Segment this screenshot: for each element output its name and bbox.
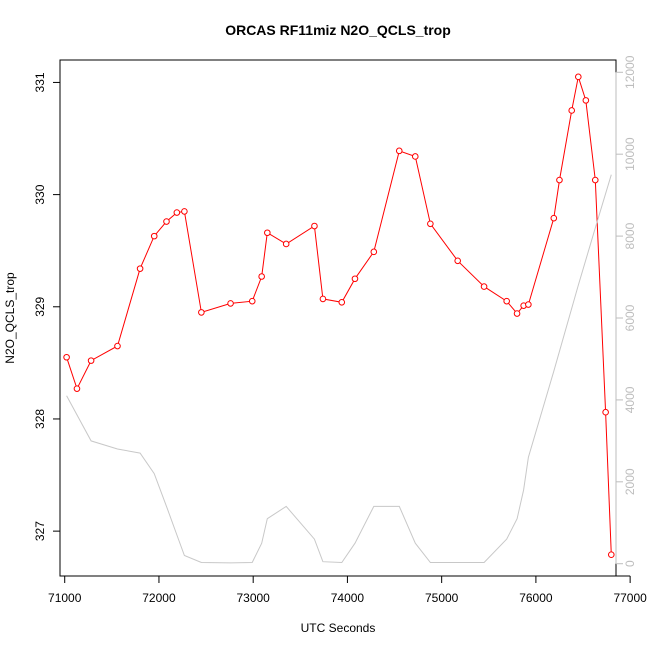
series-0-point [63, 353, 70, 361]
series-0-point [525, 301, 532, 308]
series-0-point [550, 214, 558, 222]
series-0-point [395, 147, 403, 155]
series-0-point [114, 342, 121, 350]
series-0-point [264, 229, 271, 237]
series-0-point [282, 240, 290, 248]
x-tick-label: 74000 [331, 591, 365, 605]
series-0-line [66, 76, 612, 555]
x-tick-label: 71000 [48, 591, 82, 605]
y-tick-label: 327 [33, 521, 47, 541]
series-0-point [311, 222, 318, 230]
x-axis-label: UTC Seconds [301, 621, 376, 635]
series-0-point [173, 209, 181, 216]
series-0-point [427, 220, 434, 228]
plot-frame [59, 59, 617, 577]
series-0-point [575, 73, 582, 81]
series-0-point [454, 257, 461, 265]
series-0-point [319, 295, 327, 303]
y-tick-label: 330 [33, 184, 47, 204]
x-tick-label: 76000 [519, 591, 553, 605]
y2-tick-label: 12000 [623, 55, 637, 89]
chart-title: ORCAS RF11miz N2O_QCLS_trop [225, 22, 451, 38]
y-tick-label: 329 [33, 296, 47, 316]
y-tick-label: 331 [33, 72, 47, 92]
series-0-point [568, 107, 576, 114]
series-0-point [163, 218, 170, 225]
x-tick-label: 77000 [613, 591, 647, 605]
series-0-point [248, 297, 256, 305]
y2-tick-label: 0 [623, 560, 637, 567]
series-0-point [370, 248, 378, 256]
axes-group: 71000 72000 73000 74000 75000 76000 77000 327 32… [33, 55, 647, 605]
series-layer [63, 73, 615, 564]
y2-tick-label: 10000 [623, 137, 637, 171]
y2-tick-label: 4000 [623, 386, 637, 413]
series-0-point [181, 208, 188, 215]
series-0-point [411, 153, 419, 160]
series-0-point [602, 408, 609, 416]
series-0-point [198, 309, 205, 316]
series-0-point [480, 283, 488, 290]
x-tick-label: 75000 [425, 591, 459, 605]
y2-tick-label: 8000 [623, 222, 637, 249]
series-0-point [556, 176, 563, 184]
x-tick-label: 73000 [236, 591, 270, 605]
series-0-point [136, 265, 144, 272]
series-0-point [338, 298, 346, 306]
y-axis-label: N2O_QCLS_trop [3, 272, 17, 364]
series-0-point [582, 97, 590, 104]
y2-tick-label: 6000 [623, 304, 637, 331]
series-1-line [66, 174, 612, 564]
series-0-point [227, 300, 234, 307]
series-0-point [607, 551, 615, 558]
series-0-point [150, 232, 158, 240]
y-tick-label: 328 [33, 409, 47, 429]
series-0-point [351, 275, 359, 283]
series-0-point [258, 273, 265, 280]
series-0-point [503, 297, 510, 305]
series-0-point [87, 357, 95, 364]
y2-tick-label: 2000 [623, 468, 637, 495]
series-0-point [513, 310, 521, 317]
x-tick-label: 72000 [142, 591, 176, 605]
series-0-point [591, 176, 599, 184]
series-0-point [73, 385, 81, 392]
